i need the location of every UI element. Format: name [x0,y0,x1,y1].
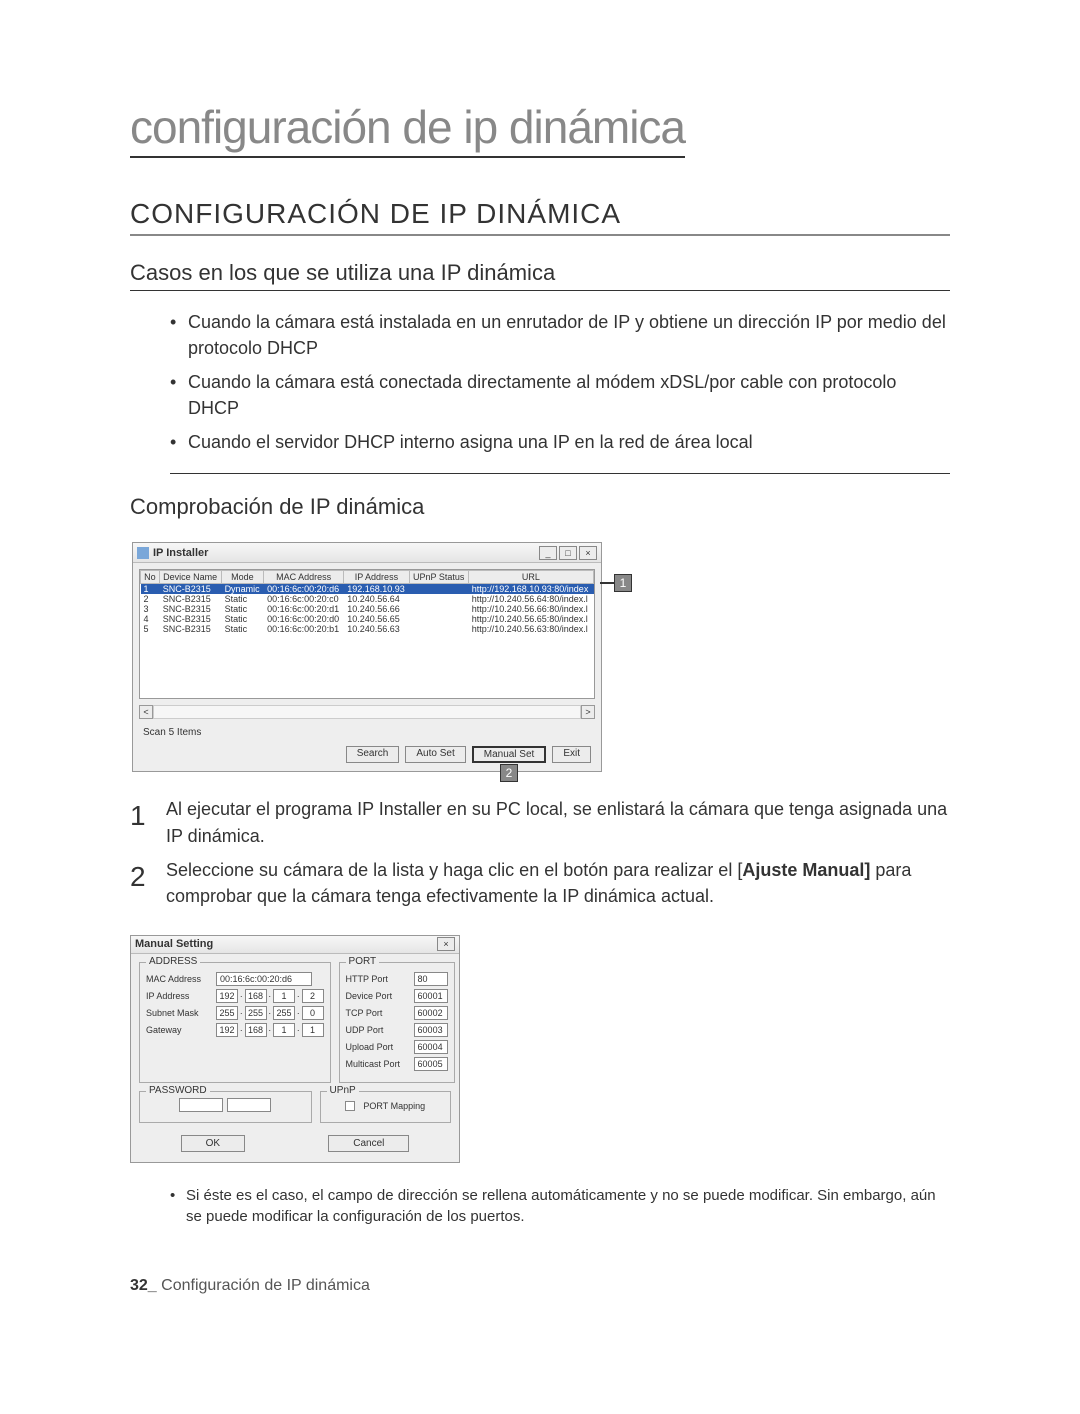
subsection-check-title: Comprobación de IP dinámica [130,494,950,524]
step-number: 1 [130,796,156,848]
ip-octet[interactable]: 1 [273,989,295,1003]
callout-1: 1 [614,574,632,592]
upload-port-label: Upload Port [346,1042,410,1052]
ip-installer-window: IP Installer _ □ × No Device Name Mode M… [132,542,602,772]
table-row[interactable]: 4 SNC-B2315 Static 00:16:6c:00:20:d0 10.… [141,614,594,624]
autoset-button[interactable]: Auto Set [405,746,465,763]
password-fieldset: PASSWORD [139,1091,312,1123]
callout-2: 2 [500,764,518,782]
http-port-label: HTTP Port [346,974,410,984]
footer-note: Si éste es el caso, el campo de direcció… [170,1185,940,1227]
subnet-octet[interactable]: 0 [302,1006,324,1020]
ip-octet[interactable]: 192 [216,989,238,1003]
port-fieldset: PORT HTTP Port80 Device Port60001 TCP Po… [339,962,455,1083]
step-2: 2 Seleccione su cámara de la lista y hag… [130,857,950,909]
subnet-label: Subnet Mask [146,1008,212,1018]
subnet-octet[interactable]: 255 [273,1006,295,1020]
tcp-port-value[interactable]: 60002 [414,1006,448,1020]
ip-octet[interactable]: 2 [302,989,324,1003]
gateway-octet[interactable]: 1 [273,1023,295,1037]
close-icon[interactable]: × [437,937,455,951]
scan-status: Scan 5 Items [133,723,601,742]
app-icon [137,547,149,559]
manualset-button[interactable]: Manual Set [472,746,547,763]
page-footer-text: Configuración de IP dinámica [161,1277,370,1294]
multicast-port-label: Multicast Port [346,1059,410,1069]
window-title: IP Installer [153,547,537,559]
port-mapping-checkbox[interactable] [345,1101,355,1111]
exit-button[interactable]: Exit [552,746,591,763]
udp-port-value[interactable]: 60003 [414,1023,448,1037]
mac-label: MAC Address [146,974,212,984]
col-upnp[interactable]: UPnP Status [409,571,468,584]
subsection-cases-title: Casos en los que se utiliza una IP dinám… [130,260,950,291]
port-mapping-label: PORT Mapping [363,1101,425,1111]
scroll-left-icon[interactable]: < [139,705,153,719]
tcp-port-label: TCP Port [346,1008,410,1018]
upnp-fieldset: UPnP PORT Mapping [320,1091,451,1123]
col-no[interactable]: No [141,571,160,584]
multicast-port-value[interactable]: 60005 [414,1057,448,1071]
step-text: Al ejecutar el programa IP Installer en … [166,796,950,848]
ip-label: IP Address [146,991,212,1001]
col-mode[interactable]: Mode [221,571,264,584]
list-item: Cuando la cámara está conectada directam… [170,369,950,421]
gateway-octet[interactable]: 168 [245,1023,267,1037]
minimize-icon[interactable]: _ [539,546,557,560]
list-item: Cuando la cámara está instalada en un en… [170,309,950,361]
ip-octet[interactable]: 168 [245,989,267,1003]
col-devicename[interactable]: Device Name [159,571,221,584]
scroll-track[interactable] [153,705,581,719]
upnp-legend: UPnP [327,1085,359,1096]
password-input[interactable] [179,1098,223,1112]
close-icon[interactable]: × [579,546,597,560]
address-legend: ADDRESS [146,956,200,967]
subnet-octet[interactable]: 255 [245,1006,267,1020]
table-row[interactable]: 1 SNC-B2315 Dynamic 00:16:6c:00:20:d6 19… [141,584,594,595]
http-port-value[interactable]: 80 [414,972,448,986]
col-ip[interactable]: IP Address [344,571,409,584]
password-input[interactable] [227,1098,271,1112]
step-1: 1 Al ejecutar el programa IP Installer e… [130,796,950,848]
subnet-octet[interactable]: 255 [216,1006,238,1020]
device-port-label: Device Port [346,991,410,1001]
step-text: Seleccione su cámara de la lista y haga … [166,857,950,909]
col-url[interactable]: URL [468,571,593,584]
udp-port-label: UDP Port [346,1025,410,1035]
callout-line [600,582,614,584]
device-port-value[interactable]: 60001 [414,989,448,1003]
ok-button[interactable]: OK [181,1135,245,1152]
gateway-octet[interactable]: 1 [302,1023,324,1037]
mac-value: 00:16:6c:00:20:d6 [216,972,312,986]
upload-port-value[interactable]: 60004 [414,1040,448,1054]
page-footer: 32_ Configuración de IP dinámica [130,1277,950,1295]
table-row[interactable]: 2 SNC-B2315 Static 00:16:6c:00:20:c0 10.… [141,594,594,604]
address-fieldset: ADDRESS MAC Address00:16:6c:00:20:d6 IP … [139,962,331,1083]
cancel-button[interactable]: Cancel [328,1135,409,1152]
scroll-right-icon[interactable]: > [581,705,595,719]
maximize-icon[interactable]: □ [559,546,577,560]
step-number: 2 [130,857,156,909]
window-titlebar: Manual Setting × [131,936,459,954]
device-table: No Device Name Mode MAC Address IP Addre… [140,570,594,634]
list-item: Cuando el servidor DHCP interno asigna u… [170,429,950,455]
page-number: 32_ [130,1277,157,1294]
table-row[interactable]: 5 SNC-B2315 Static 00:16:6c:00:20:b1 10.… [141,624,594,634]
h-scrollbar[interactable]: < > [139,705,595,719]
gateway-label: Gateway [146,1025,212,1035]
search-button[interactable]: Search [346,746,400,763]
col-mac[interactable]: MAC Address [264,571,344,584]
table-row[interactable]: 3 SNC-B2315 Static 00:16:6c:00:20:d1 10.… [141,604,594,614]
section-title: CONFIGURACIÓN DE IP DINÁMICA [130,198,950,236]
window-titlebar: IP Installer _ □ × [133,543,601,563]
cases-list: Cuando la cámara está instalada en un en… [170,309,950,474]
gateway-octet[interactable]: 192 [216,1023,238,1037]
password-legend: PASSWORD [146,1085,210,1096]
port-legend: PORT [346,956,380,967]
manual-setting-window: Manual Setting × ADDRESS MAC Address 00:1… [130,935,460,1163]
window-title: Manual Setting [135,938,435,950]
page-title: configuración de ip dinámica [130,100,685,158]
